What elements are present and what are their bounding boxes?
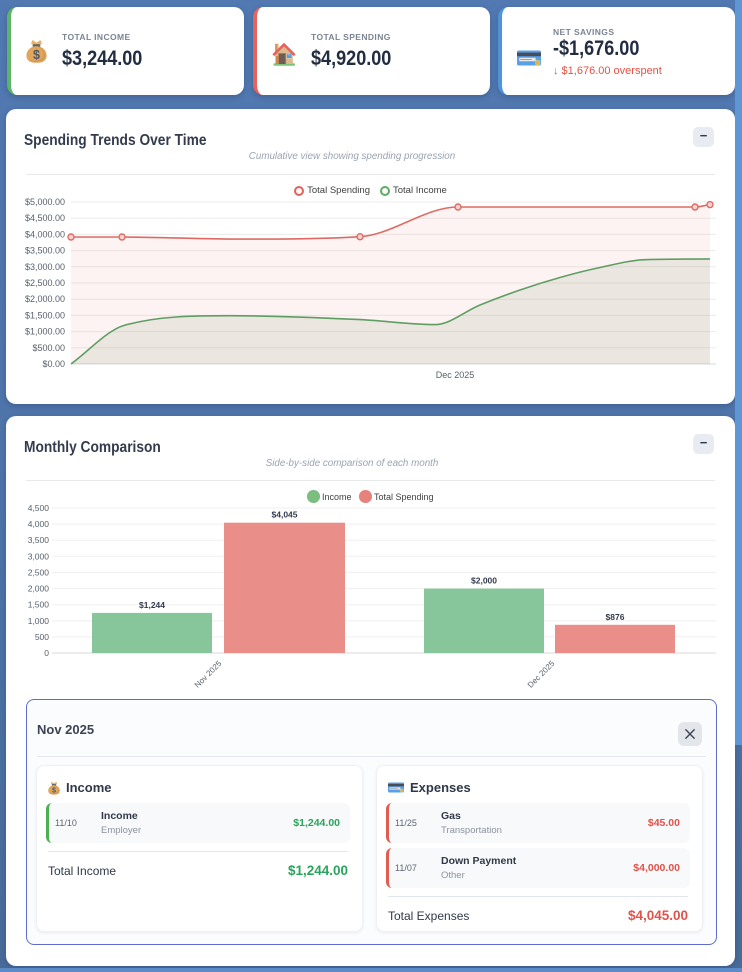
svg-text:1,000: 1,000 <box>28 616 50 626</box>
svg-text:$0.00: $0.00 <box>42 359 65 369</box>
svg-text:2,000: 2,000 <box>28 584 50 594</box>
svg-text:$4,500.00: $4,500.00 <box>25 213 65 223</box>
svg-text:2,500: 2,500 <box>28 567 50 577</box>
svg-text:$2,000: $2,000 <box>471 576 497 586</box>
svg-text:$4,000.00: $4,000.00 <box>25 229 65 239</box>
svg-text:500: 500 <box>35 632 49 642</box>
svg-text:3,500: 3,500 <box>28 535 50 545</box>
svg-text:0: 0 <box>44 648 49 658</box>
svg-text:1,500: 1,500 <box>28 600 50 610</box>
svg-text:Dec 2025: Dec 2025 <box>526 659 557 690</box>
svg-text:$1,244: $1,244 <box>139 600 165 610</box>
svg-text:$2,500.00: $2,500.00 <box>25 278 65 288</box>
svg-text:3,000: 3,000 <box>28 551 50 561</box>
svg-text:Dec 2025: Dec 2025 <box>436 370 475 380</box>
svg-text:$2,000.00: $2,000.00 <box>25 294 65 304</box>
svg-text:$5,000.00: $5,000.00 <box>25 197 65 207</box>
svg-text:$1,500.00: $1,500.00 <box>25 310 65 320</box>
svg-text:$3,500.00: $3,500.00 <box>25 246 65 256</box>
svg-text:$3,000.00: $3,000.00 <box>25 262 65 272</box>
svg-text:4,000: 4,000 <box>28 519 50 529</box>
svg-text:Nov 2025: Nov 2025 <box>193 659 224 690</box>
svg-text:$1,000.00: $1,000.00 <box>25 327 65 337</box>
svg-text:$4,045: $4,045 <box>272 510 298 520</box>
svg-text:$876: $876 <box>606 612 625 622</box>
svg-text:4,500: 4,500 <box>28 504 50 513</box>
svg-text:$500.00: $500.00 <box>32 343 65 353</box>
